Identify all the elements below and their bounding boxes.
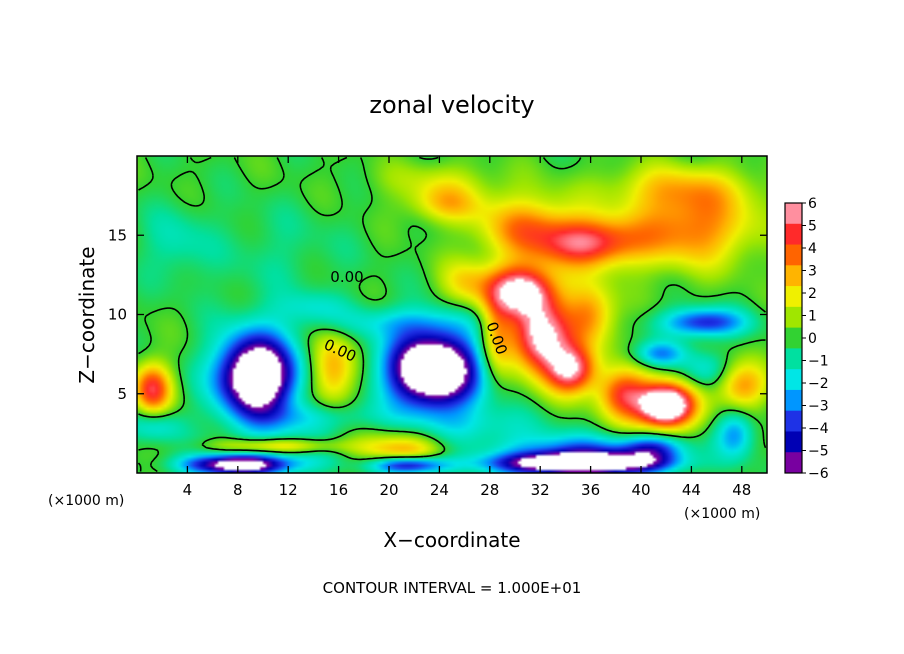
colorbar-swatch [785, 389, 802, 412]
colorbar-swatch [785, 410, 802, 432]
x-tick-label: 20 [379, 481, 398, 499]
colorbar-tick-label: 0 [808, 331, 817, 347]
y-tick-label: 10 [108, 306, 127, 324]
velocity-heatmap [137, 156, 767, 473]
colorbar-tick-label: 5 [808, 219, 817, 235]
colorbar-tick-label: 1 [808, 309, 817, 325]
colorbar-swatch [785, 223, 802, 246]
zero-contour-line [137, 156, 767, 473]
x-tick-label: 36 [581, 481, 600, 499]
y-axis: 5 10 15 [108, 226, 767, 403]
colorbar-swatch [785, 244, 802, 266]
x-tick-label: 16 [329, 481, 348, 499]
y-tick-label: 15 [108, 226, 127, 244]
x-unit-left: (×1000 m) [48, 493, 124, 509]
colorbar-swatch [785, 348, 802, 370]
colorbar-swatch [785, 286, 802, 308]
x-tick-label: 40 [631, 481, 650, 499]
colorbar-swatch [785, 431, 802, 453]
colorbar: 6 5 4 3 2 1 0 −1 −2 −3 −4 −5 −6 [784, 196, 829, 482]
colorbar-swatch [785, 327, 802, 349]
colorbar-swatch [785, 306, 802, 329]
y-axis-label: Z−coordinate [75, 246, 99, 383]
colorbar-swatch [785, 203, 802, 225]
colorbar-swatch [785, 265, 802, 287]
colorbar-tick-label: −1 [808, 354, 829, 370]
colorbar-swatch [785, 369, 802, 391]
colorbar-tick-label: 2 [808, 286, 817, 302]
x-tick-label: 8 [233, 481, 243, 499]
colorbar-tick-label: 3 [808, 264, 817, 280]
x-tick-label: 24 [430, 481, 449, 499]
contour-interval-note: CONTOUR INTERVAL = 1.000E+01 [323, 579, 582, 597]
colorbar-tick-label: 4 [808, 241, 817, 257]
x-tick-label: 28 [480, 481, 499, 499]
x-unit-right: (×1000 m) [684, 506, 760, 522]
x-tick-label: 32 [531, 481, 550, 499]
colorbar-swatch [785, 452, 802, 474]
contour-label: 0.00 [330, 268, 363, 286]
chart-title: zonal velocity [369, 91, 534, 119]
x-tick-label: 44 [682, 481, 701, 499]
colorbar-tick-label: −4 [808, 421, 829, 437]
colorbar-tick-label: −3 [808, 399, 829, 415]
x-axis: 4 8 12 16 20 24 28 32 36 40 44 48 [183, 156, 751, 499]
x-tick-label: 48 [732, 481, 751, 499]
colorbar-tick-label: −5 [808, 444, 829, 460]
y-tick-label: 5 [117, 385, 127, 403]
colorbar-tick-label: 6 [808, 196, 817, 212]
colorbar-tick-label: −2 [808, 376, 829, 392]
x-tick-label: 4 [183, 481, 193, 499]
colorbar-tick-label: −6 [808, 466, 829, 482]
x-tick-label: 12 [279, 481, 298, 499]
plot-area: 0.000.00 0.00 4 8 12 16 20 24 28 32 36 40 44 48 5101… [108, 155, 768, 499]
x-axis-label: X−coordinate [383, 528, 520, 552]
